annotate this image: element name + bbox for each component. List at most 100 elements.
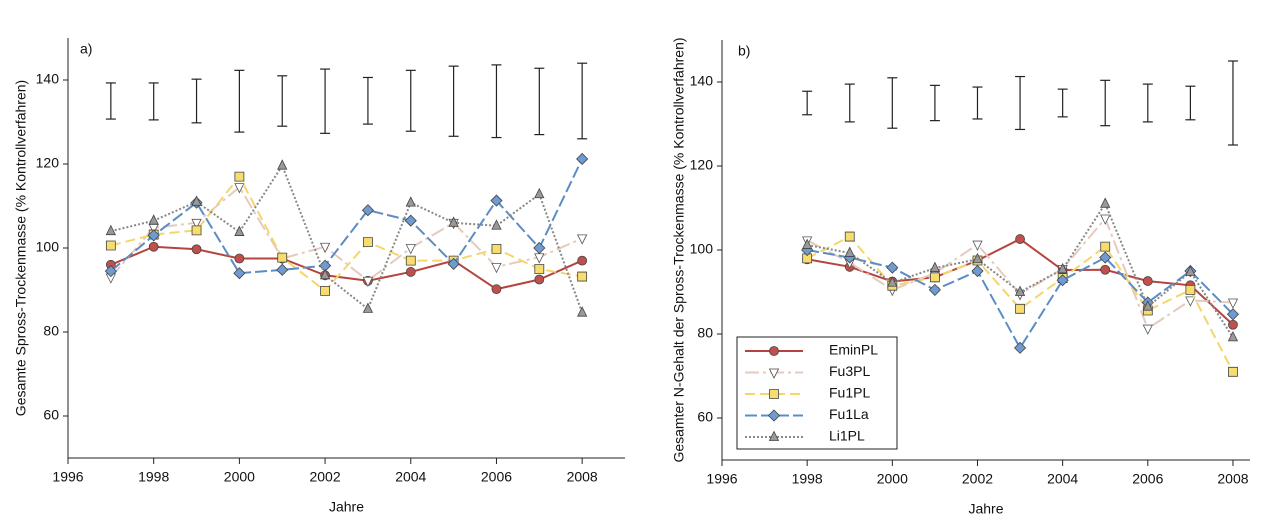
marker bbox=[361, 204, 374, 217]
x-tick-label: 2008 bbox=[1217, 471, 1248, 487]
marker bbox=[405, 267, 416, 277]
marker bbox=[191, 244, 202, 255]
error-bar bbox=[148, 82, 159, 121]
y-tick-label: 60 bbox=[43, 407, 59, 423]
x-tick-label: 2000 bbox=[877, 471, 908, 487]
legend-label: Fu1PL bbox=[829, 385, 870, 401]
panel-label: b) bbox=[738, 43, 750, 59]
marker bbox=[362, 276, 374, 288]
marker bbox=[768, 430, 780, 441]
error-bar bbox=[277, 75, 288, 127]
series-line bbox=[110, 245, 583, 291]
x-tick-label: 2000 bbox=[224, 469, 255, 485]
marker bbox=[105, 224, 116, 236]
marker bbox=[930, 272, 940, 283]
error-bar bbox=[448, 65, 459, 137]
marker bbox=[1227, 330, 1239, 342]
marker bbox=[148, 241, 159, 252]
marker bbox=[148, 214, 159, 225]
marker bbox=[844, 231, 855, 242]
x-axis-label: Jahre bbox=[329, 499, 364, 515]
marker bbox=[191, 195, 202, 206]
x-tick-label: 1998 bbox=[138, 469, 169, 485]
x-tick-label: 1996 bbox=[52, 469, 83, 485]
marker bbox=[448, 216, 459, 227]
x-tick-label: 1998 bbox=[792, 471, 823, 487]
error-bar bbox=[972, 86, 983, 120]
marker bbox=[1015, 303, 1025, 314]
marker bbox=[234, 183, 245, 194]
y-tick-label: 100 bbox=[36, 239, 60, 255]
legend: EminPL Fu3PL Fu1PL Fu1La Li1PL bbox=[736, 336, 898, 450]
x-tick-label: 2008 bbox=[567, 469, 598, 485]
series-line bbox=[110, 163, 584, 314]
error-bar bbox=[929, 84, 940, 122]
marker bbox=[534, 274, 545, 285]
marker bbox=[191, 225, 202, 236]
marker bbox=[491, 219, 502, 230]
legend-label: Li1PL bbox=[829, 428, 865, 444]
marker bbox=[1142, 324, 1153, 335]
marker bbox=[1228, 319, 1238, 330]
error-bar bbox=[1185, 85, 1196, 121]
marker bbox=[147, 229, 160, 242]
error-bar bbox=[105, 82, 116, 120]
marker bbox=[319, 242, 331, 254]
legend-label: Fu3PL bbox=[829, 363, 870, 379]
marker bbox=[362, 302, 374, 313]
y-tick-label: 60 bbox=[697, 409, 713, 425]
marker bbox=[277, 252, 288, 263]
error-bar bbox=[405, 69, 416, 132]
x-tick-label: 2004 bbox=[1047, 471, 1078, 487]
marker bbox=[1100, 241, 1111, 252]
series-line bbox=[110, 174, 583, 293]
series-line bbox=[110, 158, 584, 275]
y-axis-label: Gesamte Spross-Trockenmasse (% Kontrollv… bbox=[13, 80, 29, 416]
marker bbox=[405, 255, 416, 266]
marker bbox=[1099, 251, 1112, 264]
marker bbox=[768, 368, 780, 379]
error-bar bbox=[1015, 75, 1026, 131]
marker bbox=[447, 257, 460, 271]
marker bbox=[929, 261, 941, 272]
marker bbox=[534, 264, 545, 274]
x-tick-label: 2006 bbox=[481, 469, 512, 485]
marker bbox=[1015, 234, 1025, 244]
y-tick-label: 140 bbox=[690, 73, 714, 89]
marker bbox=[105, 240, 116, 251]
x-axis-label: Jahre bbox=[968, 501, 1003, 517]
series-line bbox=[806, 235, 1234, 373]
marker bbox=[405, 244, 416, 255]
y-tick-label: 120 bbox=[690, 157, 714, 173]
error-bar bbox=[191, 78, 202, 124]
marker bbox=[234, 225, 245, 236]
panel-label: a) bbox=[80, 41, 92, 57]
marker bbox=[1100, 264, 1111, 275]
marker bbox=[972, 240, 983, 251]
marker bbox=[1100, 214, 1111, 225]
marker bbox=[577, 271, 588, 282]
marker bbox=[887, 276, 898, 287]
marker bbox=[1185, 265, 1196, 276]
marker bbox=[1142, 300, 1153, 311]
marker bbox=[1228, 366, 1238, 377]
marker bbox=[276, 263, 289, 276]
marker bbox=[1227, 298, 1239, 309]
series-line bbox=[806, 249, 1234, 350]
marker bbox=[320, 285, 330, 296]
x-tick-label: 2002 bbox=[309, 469, 340, 485]
marker bbox=[769, 389, 779, 399]
error-bar bbox=[577, 62, 588, 140]
marker bbox=[1185, 296, 1196, 307]
error-bar bbox=[844, 83, 855, 123]
legend-label: Fu1La bbox=[829, 406, 869, 422]
marker bbox=[491, 284, 502, 295]
marker bbox=[233, 267, 246, 280]
error-bar bbox=[1100, 79, 1111, 127]
marker bbox=[1185, 284, 1196, 295]
marker bbox=[490, 194, 503, 207]
marker bbox=[1014, 285, 1026, 296]
x-tick-label: 2002 bbox=[962, 471, 993, 487]
error-bar bbox=[234, 69, 245, 133]
series-line bbox=[110, 185, 583, 283]
